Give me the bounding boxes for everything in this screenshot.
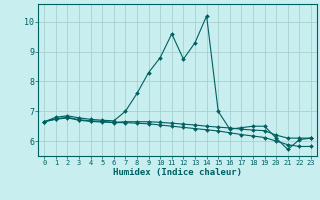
X-axis label: Humidex (Indice chaleur): Humidex (Indice chaleur) — [113, 168, 242, 177]
